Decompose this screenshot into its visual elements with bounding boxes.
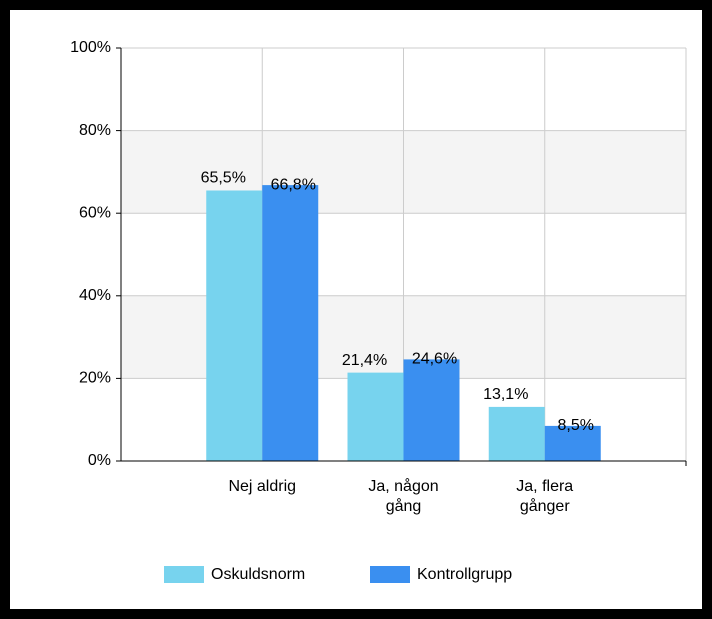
value-label: 13,1% [483, 386, 528, 403]
legend-swatch [164, 566, 204, 583]
x-tick-label: Nej aldrig [228, 478, 297, 495]
value-label: 66,8% [271, 176, 316, 193]
bar [403, 359, 460, 461]
y-tick-label: 40% [79, 287, 111, 304]
legend-swatch [370, 566, 410, 583]
value-label: 21,4% [342, 352, 387, 369]
legend-label: Kontrollgrupp [417, 566, 512, 583]
y-tick-label: 80% [79, 122, 111, 139]
bar [206, 190, 263, 462]
value-label: 24,6% [412, 351, 457, 368]
y-tick-label: 0% [88, 452, 111, 469]
x-tick-label: Ja, någon gång [368, 478, 439, 515]
value-label: 65,5% [201, 170, 246, 187]
bar [347, 372, 404, 461]
x-tick-label: Ja, flera gånger [516, 478, 574, 515]
value-label: 8,5% [558, 417, 594, 434]
y-tick-label: 60% [79, 204, 111, 221]
bar [488, 406, 545, 461]
y-tick-label: 100% [70, 39, 111, 56]
y-tick-label: 20% [79, 370, 111, 387]
bar [544, 425, 601, 461]
bar [262, 185, 319, 461]
legend-label: Oskuldsnorm [211, 566, 305, 583]
